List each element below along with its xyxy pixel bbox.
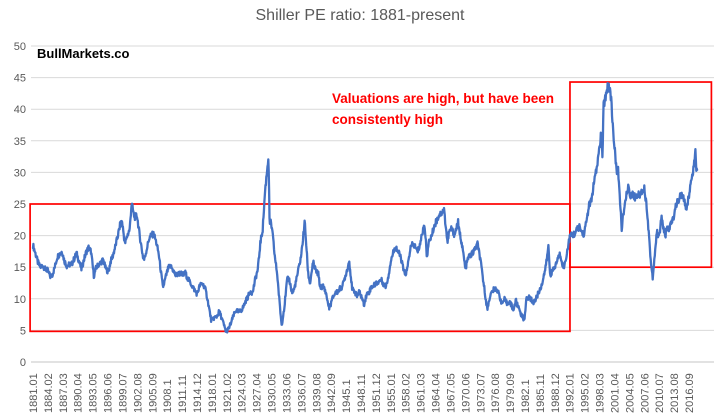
x-tick-label: 1936.07 <box>296 373 308 413</box>
x-tick-label: 1961.03 <box>416 373 428 413</box>
x-tick-label: 1911.11 <box>177 375 189 413</box>
x-tick-label: 1945.1 <box>341 379 353 413</box>
x-tick-label: 1918.01 <box>207 373 219 413</box>
modern-range-box <box>569 81 713 269</box>
x-tick-label: 1896.06 <box>103 373 115 413</box>
x-tick-label: 1951.12 <box>371 373 383 413</box>
y-tick-label: 25 <box>14 199 26 211</box>
y-tick-label: 45 <box>14 73 26 85</box>
watermark-bullmarkets: BullMarkets.co <box>37 46 130 61</box>
x-tick-label: 1899.07 <box>117 373 129 413</box>
pe-ratio-line <box>31 82 699 334</box>
x-tick-label: 1908.1 <box>162 379 174 413</box>
y-tick-label: 15 <box>14 262 26 274</box>
x-tick-label: 1933.06 <box>281 373 293 413</box>
x-tick-label: 2016.09 <box>684 373 696 413</box>
x-tick-label: 1988.12 <box>550 373 562 413</box>
x-tick-label: 1976.08 <box>490 373 502 413</box>
x-tick-label: 2007.06 <box>639 373 651 413</box>
annotation-line-1: Valuations are high, but have been <box>332 91 555 106</box>
x-tick-label: 1902.08 <box>132 373 144 413</box>
annotation-line-2: consistently high <box>332 112 444 127</box>
x-tick-label: 1927.04 <box>252 373 264 413</box>
x-tick-label: 1893.05 <box>88 373 100 413</box>
x-tick-label: 1939.08 <box>311 373 323 413</box>
y-tick-label: 30 <box>14 167 26 179</box>
x-tick-label: 1998.03 <box>595 373 607 413</box>
annotation-valuations: Valuations are high, but have been consi… <box>332 88 554 130</box>
x-tick-label: 1881.01 <box>28 373 40 413</box>
x-tick-label: 2001.04 <box>609 373 621 413</box>
y-tick-label: 40 <box>14 104 26 116</box>
x-tick-label: 1967.05 <box>445 373 457 413</box>
x-tick-label: 1973.07 <box>475 373 487 413</box>
y-tick-label: 50 <box>14 41 26 53</box>
chart-title: Shiller PE ratio: 1881-present <box>255 7 465 24</box>
x-tick-label: 1985.11 <box>535 374 547 413</box>
x-tick-label: 1970.06 <box>460 373 472 413</box>
x-tick-label: 2013.08 <box>669 373 681 413</box>
x-tick-label: 1887.03 <box>58 373 70 413</box>
x-tick-label: 1930.05 <box>267 373 279 413</box>
y-tick-label: 35 <box>14 136 26 148</box>
y-tick-label: 10 <box>14 294 26 306</box>
x-tick-label: 1948.11 <box>356 374 368 413</box>
x-tick-label: 1964.04 <box>431 373 443 413</box>
x-tick-label: 1905.09 <box>147 373 159 413</box>
x-tick-label: 1979.09 <box>505 373 517 413</box>
x-tick-label: 1924.03 <box>237 373 249 413</box>
x-tick-label: 2004.05 <box>624 373 636 413</box>
x-tick-label: 1921.02 <box>222 373 234 413</box>
x-tick-label: 1914.12 <box>192 373 204 413</box>
x-tick-label: 2010.07 <box>654 373 666 413</box>
x-tick-label: 1884.02 <box>43 373 55 413</box>
y-tick-label: 5 <box>20 325 26 337</box>
x-tick-label: 1995.02 <box>580 373 592 413</box>
x-tick-label: 1982.1 <box>520 379 532 413</box>
x-tick-label: 1890.04 <box>73 373 85 413</box>
y-tick-label: 20 <box>14 231 26 243</box>
x-tick-label: 1958.02 <box>401 373 413 413</box>
x-tick-label: 1942.09 <box>326 373 338 413</box>
x-tick-label: 1992.01 <box>565 373 577 413</box>
y-tick-label: 0 <box>20 357 26 369</box>
x-tick-label: 1955.01 <box>386 373 398 413</box>
